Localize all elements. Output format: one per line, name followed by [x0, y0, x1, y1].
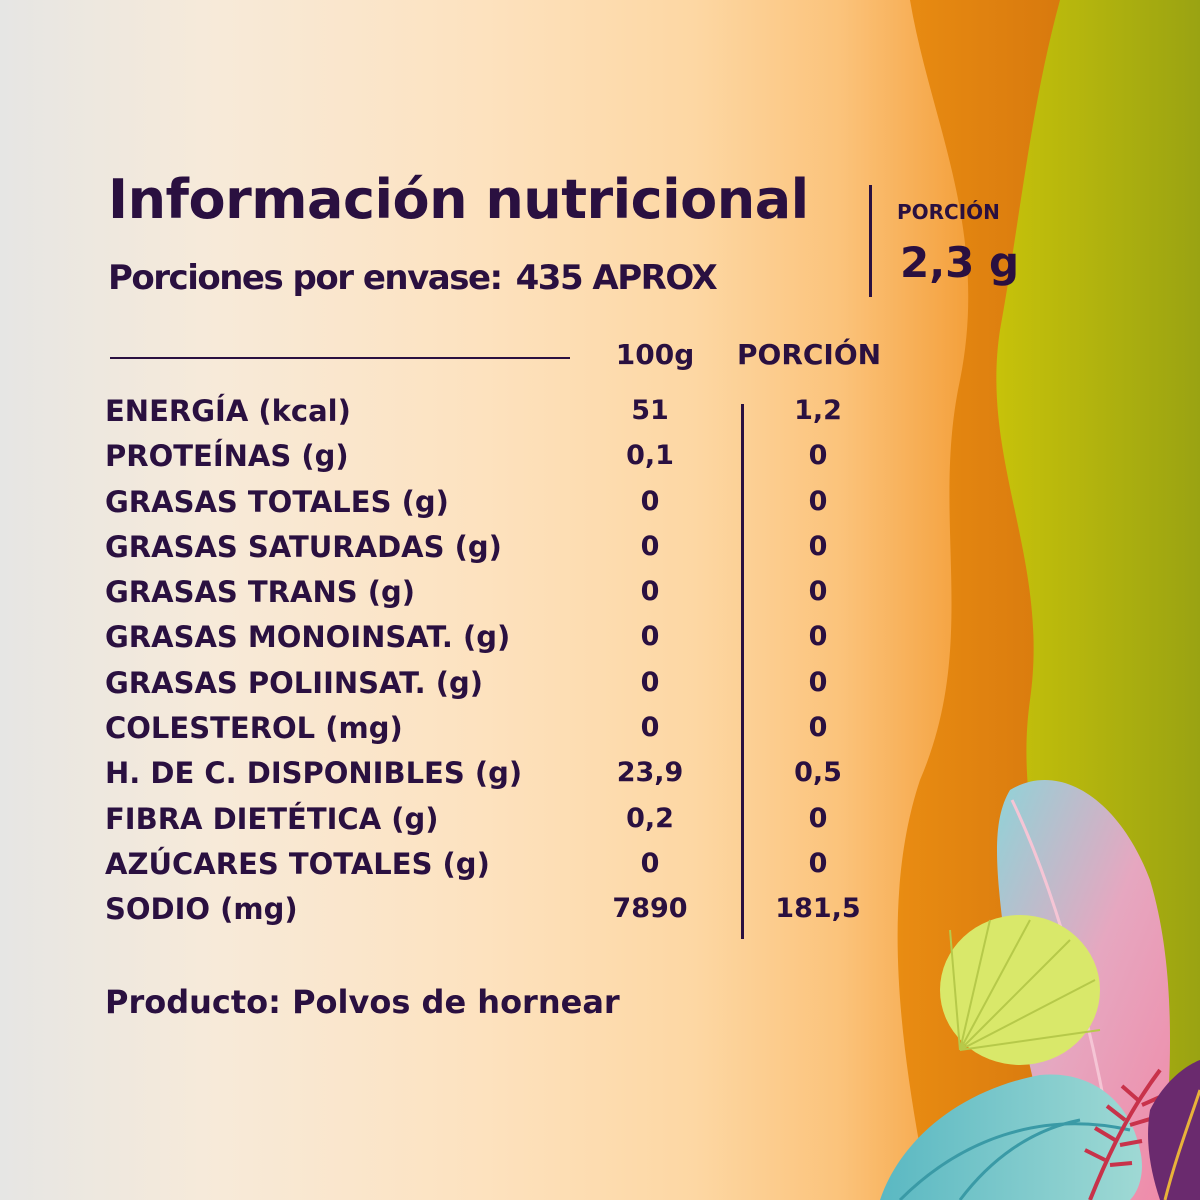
- table-row: GRASAS SATURADAS (g) 0 0: [0, 526, 1000, 571]
- nutrient-name: GRASAS SATURADAS (g): [105, 529, 502, 564]
- table-row: GRASAS POLIINSAT. (g) 0 0: [0, 662, 1000, 707]
- table-row: GRASAS MONOINSAT. (g) 0 0: [0, 616, 1000, 661]
- value-per-100g: 0: [640, 576, 660, 608]
- portion-label: PORCIÓN: [897, 200, 1000, 224]
- nutrient-name: H. DE C. DISPONIBLES (g): [105, 756, 523, 791]
- value-per-portion: 0: [808, 485, 828, 517]
- nutrient-name: AZÚCARES TOTALES (g): [105, 846, 490, 881]
- nutrient-name: GRASAS POLIINSAT. (g): [105, 665, 483, 700]
- value-per-100g: 0: [640, 666, 660, 698]
- nutrient-name: COLESTEROL (mg): [105, 711, 403, 746]
- value-per-portion: 1,2: [794, 395, 842, 426]
- servings-value: 435 APROX: [515, 258, 718, 298]
- value-per-portion: 0: [808, 847, 828, 879]
- value-per-100g: 0,2: [626, 802, 674, 834]
- nutrient-name: ENERGÍA (kcal): [105, 394, 351, 428]
- nutrient-name: FIBRA DIETÉTICA (g): [105, 801, 439, 836]
- table-row: AZÚCARES TOTALES (g) 0 0: [0, 843, 1000, 888]
- value-per-100g: 0: [640, 847, 660, 879]
- value-per-100g: 7890: [612, 893, 688, 925]
- column-divider: [741, 404, 744, 939]
- table-row: COLESTEROL (mg) 0 0: [0, 707, 1000, 752]
- nutrient-name: GRASAS MONOINSAT. (g): [105, 620, 511, 655]
- nutrition-table: ENERGÍA (kcal) 51 1,2 PROTEÍNAS (g) 0,1 …: [0, 390, 1000, 934]
- value-per-100g: 51: [631, 395, 669, 426]
- value-per-portion: 0: [808, 802, 828, 834]
- table-header-rule: [110, 357, 570, 359]
- purple-leaf: [1148, 1060, 1200, 1200]
- value-per-100g: 23,9: [616, 757, 684, 789]
- column-header-portion: PORCIÓN: [737, 338, 882, 371]
- value-per-portion: 0: [808, 666, 828, 698]
- value-per-portion: 0: [808, 712, 828, 744]
- value-per-100g: 0: [640, 621, 660, 653]
- nutrient-name: GRASAS TRANS (g): [105, 575, 415, 610]
- value-per-portion: 0: [808, 576, 828, 608]
- table-row: ENERGÍA (kcal) 51 1,2: [0, 390, 1000, 435]
- value-per-portion: 0: [808, 621, 828, 653]
- value-per-portion: 0: [808, 530, 828, 562]
- portion-value: 2,3 g: [900, 238, 1020, 287]
- table-row: FIBRA DIETÉTICA (g) 0,2 0: [0, 798, 1000, 843]
- value-per-100g: 0: [640, 485, 660, 517]
- table-row: PROTEÍNAS (g) 0,1 0: [0, 435, 1000, 480]
- value-per-portion: 181,5: [775, 893, 861, 925]
- value-per-100g: 0: [640, 530, 660, 562]
- column-header-100g: 100g: [615, 338, 695, 371]
- table-row: GRASAS TOTALES (g) 0 0: [0, 481, 1000, 526]
- servings-per-container: Porciones por envase: 435 APROX: [108, 258, 718, 298]
- nutrient-name: PROTEÍNAS (g): [105, 439, 349, 474]
- servings-label: Porciones por envase:: [108, 258, 503, 298]
- portion-divider: [869, 185, 872, 297]
- table-row: SODIO (mg) 7890 181,5: [0, 888, 1000, 933]
- page-title: Información nutricional: [108, 168, 809, 231]
- product-name: Producto: Polvos de hornear: [105, 983, 620, 1021]
- nutrient-name: GRASAS TOTALES (g): [105, 484, 449, 519]
- red-fern: [1084, 1068, 1162, 1200]
- value-per-portion: 0: [808, 440, 828, 472]
- value-per-100g: 0,1: [626, 440, 674, 472]
- nutrient-name: SODIO (mg): [105, 892, 298, 927]
- table-row: H. DE C. DISPONIBLES (g) 23,9 0,5: [0, 752, 1000, 797]
- teal-frond: [880, 1074, 1142, 1200]
- value-per-100g: 0: [640, 712, 660, 744]
- value-per-portion: 0,5: [794, 757, 842, 789]
- table-row: GRASAS TRANS (g) 0 0: [0, 571, 1000, 616]
